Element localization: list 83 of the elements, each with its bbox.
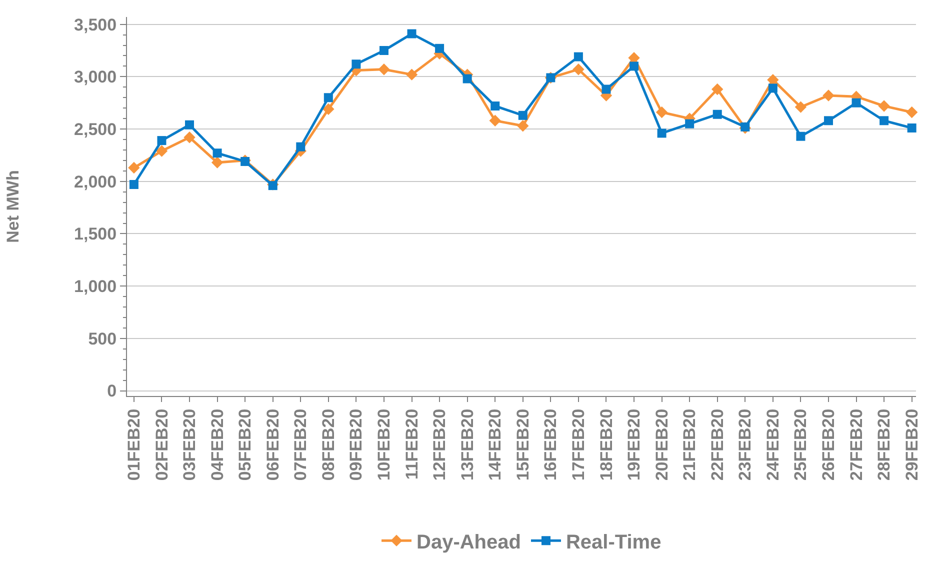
point [517,120,529,132]
point [852,98,861,108]
point [712,83,724,96]
point [602,84,611,94]
y-tick-label: 1,500 [74,224,117,244]
x-tick-label: 09FEB20 [346,408,366,481]
point [407,29,416,38]
point [822,90,834,102]
x-tick-label: 01FEB20 [124,408,144,481]
point [129,180,138,190]
x-tick-label: 21FEB20 [680,408,700,481]
point [656,106,668,118]
point [574,52,583,62]
point [185,120,194,130]
point [322,103,334,115]
x-tick-label: 26FEB20 [819,408,838,481]
point [907,123,916,132]
point [768,84,778,93]
y-tick-label: 500 [88,329,117,348]
y-tick-label: 0 [107,382,117,401]
point [824,116,833,126]
x-tick-label: 04FEB20 [208,408,227,481]
y-tick-label: 3,000 [74,68,117,87]
point [878,100,890,112]
x-tick-label: 20FEB20 [652,408,672,481]
y-tick-label: 2,500 [74,120,117,139]
point [352,60,361,69]
point [489,114,501,126]
point [630,62,639,71]
x-tick-label: 12FEB20 [430,408,450,481]
point [490,101,500,110]
point [740,122,750,132]
x-tick-label: 28FEB20 [874,408,894,481]
x-tick-label: 22FEB20 [708,408,727,481]
point [406,68,418,80]
point [156,145,168,157]
x-tick-label: 17FEB20 [568,408,588,481]
x-tick-label: 03FEB20 [180,408,200,481]
y-tick-label: 2,000 [74,172,117,192]
point [712,110,722,119]
x-tick-label: 29FEB20 [902,408,922,481]
point [435,44,444,53]
point [796,132,806,141]
x-tick-label: 10FEB20 [374,408,394,481]
point [378,64,390,76]
point [324,93,333,102]
point [880,116,889,126]
point [518,110,528,120]
x-tick-label: 24FEB20 [763,408,782,481]
x-tick-label: 19FEB20 [624,408,644,481]
point [657,128,666,138]
x-tick-label: 15FEB20 [513,408,532,481]
x-tick-label: 18FEB20 [596,408,616,481]
x-tick-label: 13FEB20 [458,408,477,481]
x-tick-label: 23FEB20 [736,408,755,481]
point [184,132,196,144]
x-tick-label: 08FEB20 [318,408,338,481]
y-axis-title: Net MWh [4,170,23,243]
x-tick-label: 06FEB20 [263,408,282,481]
x-tick-label: 25FEB20 [791,408,810,481]
point [572,64,584,76]
point [685,119,694,128]
point [379,46,388,55]
x-tick-label: 05FEB20 [236,408,255,481]
legend-label: Real-Time [566,531,662,554]
legend-label: Day-Ahead [416,531,521,554]
x-tick-label: 02FEB20 [152,408,172,481]
point [462,74,472,84]
x-tick-label: 16FEB20 [541,408,560,481]
y-tick-label: 3,500 [74,15,117,34]
point [794,101,807,113]
point [296,142,306,152]
point [157,136,166,146]
x-tick-label: 14FEB20 [486,408,505,481]
point [212,148,222,158]
x-tick-label: 07FEB20 [291,408,310,481]
point [906,106,918,118]
x-tick-label: 27FEB20 [846,408,866,481]
point [211,156,224,168]
y-tick-label: 1,000 [74,277,117,296]
point [268,181,278,190]
x-tick-label: 11FEB20 [402,408,422,480]
point [128,162,140,174]
